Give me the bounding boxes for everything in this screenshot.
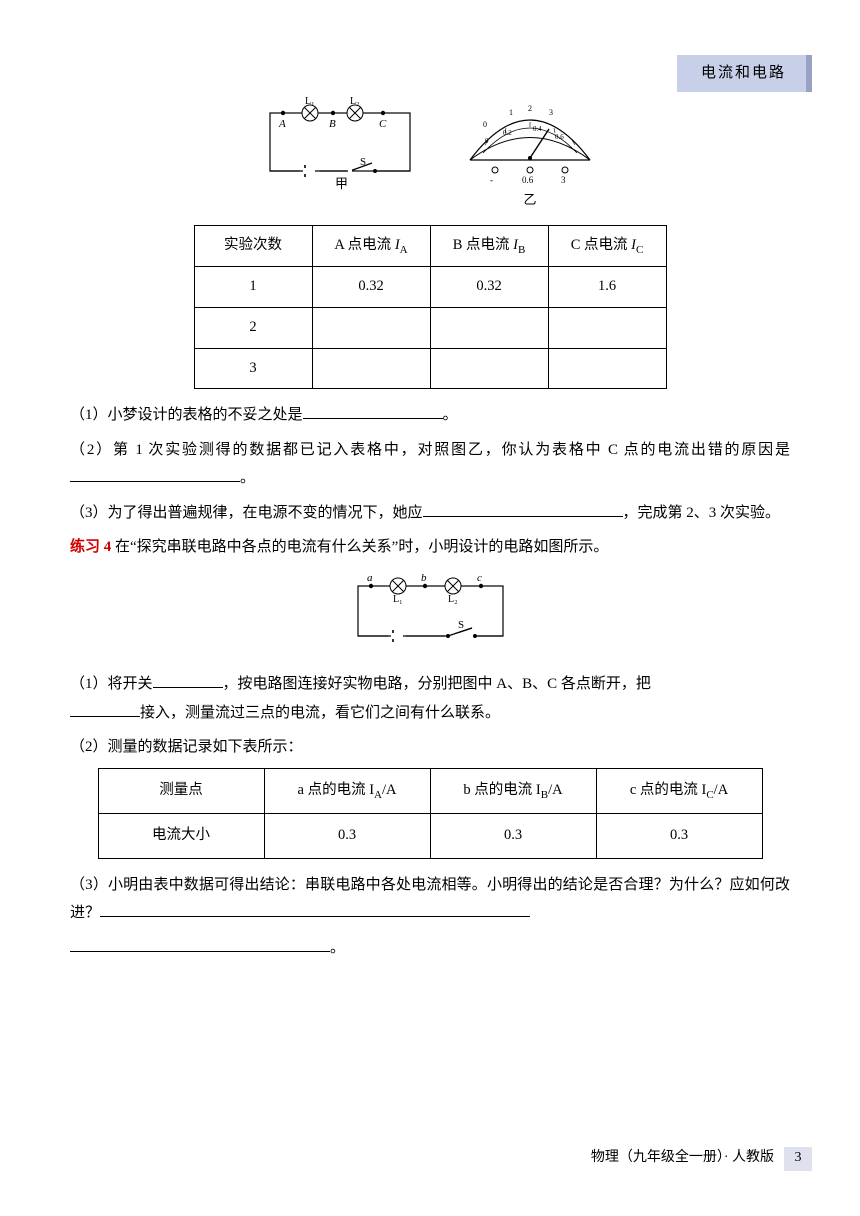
- svg-text:L₂: L₂: [448, 594, 458, 605]
- period: 。: [240, 470, 255, 486]
- caption-yi: 乙: [455, 188, 605, 213]
- svg-text:0: 0: [485, 137, 489, 145]
- svg-text:0.6: 0.6: [555, 133, 564, 141]
- q3a-text: （3）为了得出普遍规律，在电源不变的情况下，她应: [70, 505, 423, 521]
- svg-text:0.2: 0.2: [503, 129, 512, 137]
- th: a 点的电流 IA/A: [264, 768, 430, 814]
- blank: [100, 902, 530, 917]
- ex4-q3-cont: 。: [70, 934, 790, 963]
- table-1: 实验次数 A 点电流 IA B 点电流 IB C 点电流 IC 10.320.3…: [194, 225, 667, 389]
- page-number: 3: [784, 1147, 812, 1171]
- table-row: 实验次数 A 点电流 IA B 点电流 IB C 点电流 IC: [194, 225, 666, 267]
- table-row: 10.320.321.6: [194, 267, 666, 308]
- ex4-q2: （2）测量的数据记录如下表所示：: [70, 733, 790, 762]
- blank: [153, 673, 223, 688]
- th: C 点电流 IC: [548, 225, 666, 267]
- svg-text:3: 3: [549, 108, 553, 117]
- svg-text:A: A: [278, 118, 286, 130]
- svg-text:B: B: [329, 118, 336, 130]
- svg-text:3: 3: [561, 175, 566, 185]
- blank: [70, 702, 140, 717]
- ex4-intro-text: 在“探究串联电路中各点的电流有什么关系”时，小明设计的电路如图所示。: [115, 539, 608, 555]
- th: 实验次数: [194, 225, 312, 267]
- exercise-label: 练习 4: [70, 539, 111, 555]
- th: B 点电流 IB: [430, 225, 548, 267]
- exercise-4-intro: 练习 4 在“探究串联电路中各点的电流有什么关系”时，小明设计的电路如图所示。: [70, 533, 790, 562]
- svg-text:0.6: 0.6: [522, 175, 534, 185]
- th: A 点电流 IA: [312, 225, 430, 267]
- q2-text: （2）第 1 次实验测得的数据都已记入表格中，对照图乙，你认为表格中 C 点的电…: [70, 442, 790, 458]
- svg-text:a: a: [367, 572, 373, 584]
- period: 。: [443, 407, 458, 423]
- svg-text:0: 0: [483, 120, 487, 129]
- question-1: （1）小梦设计的表格的不妥之处是 。: [70, 401, 790, 430]
- ex4-q3: （3）小明由表中数据可得出结论：串联电路中各处电流相等。小明得出的结论是否合理？…: [70, 871, 790, 928]
- chapter-header: 电流和电路: [677, 55, 812, 92]
- svg-text:L₂: L₂: [350, 96, 360, 107]
- table-row: 3: [194, 348, 666, 389]
- blank: [70, 467, 240, 482]
- blank: [70, 937, 330, 952]
- q1a: （1）将开关: [70, 676, 153, 692]
- q1c: 接入，测量流过三点的电流，看它们之间有什么联系。: [140, 705, 500, 721]
- circuit-diagram-2: a L₁ b L₂ c S: [70, 572, 790, 661]
- figure-row-1: A L₁ B L₂ C S 甲: [70, 95, 790, 213]
- period: 。: [330, 940, 345, 956]
- svg-text:c: c: [477, 572, 482, 584]
- question-3: （3）为了得出普遍规律，在电源不变的情况下，她应 ，完成第 2、3 次实验。: [70, 499, 790, 528]
- svg-text:S: S: [360, 156, 366, 168]
- svg-text:2: 2: [528, 104, 532, 113]
- svg-text:-: -: [490, 175, 493, 185]
- footer-text: 物理（九年级全一册）· 人教版: [591, 1145, 774, 1172]
- th: b 点的电流 IB/A: [430, 768, 596, 814]
- th: 测量点: [98, 768, 264, 814]
- q1-text: （1）小梦设计的表格的不妥之处是: [70, 407, 303, 423]
- q1b: ，按电路图连接好实物电路，分别把图中 A、B、C 各点断开，把: [223, 676, 651, 692]
- ammeter-diagram: 0 1 2 3 0.2 0.4 0.6 0 - 0.6 3 乙 乙: [455, 95, 605, 213]
- blank: [303, 404, 443, 419]
- q3b-text: ，完成第 2、3 次实验。: [623, 505, 781, 521]
- question-2: （2）第 1 次实验测得的数据都已记入表格中，对照图乙，你认为表格中 C 点的电…: [70, 436, 790, 493]
- page-content: A L₁ B L₂ C S 甲: [70, 95, 790, 962]
- table-row: 测量点 a 点的电流 IA/A b 点的电流 IB/A c 点的电流 IC/A: [98, 768, 762, 814]
- svg-text:1: 1: [509, 108, 513, 117]
- svg-text:甲: 甲: [335, 176, 348, 190]
- svg-text:S: S: [458, 619, 464, 631]
- page-footer: 物理（九年级全一册）· 人教版 3: [591, 1145, 812, 1172]
- svg-text:b: b: [421, 572, 427, 584]
- circuit-diagram-1: A L₁ B L₂ C S 甲: [255, 95, 425, 213]
- ex4-q1: （1）将开关 ，按电路图连接好实物电路，分别把图中 A、B、C 各点断开，把 接入…: [70, 670, 790, 727]
- chapter-label: 电流和电路: [701, 65, 786, 81]
- svg-text:C: C: [379, 118, 387, 130]
- table-row: 2: [194, 308, 666, 349]
- svg-text:L₁: L₁: [305, 96, 315, 107]
- blank: [423, 502, 623, 517]
- svg-text:0.4: 0.4: [533, 125, 542, 133]
- table-2: 测量点 a 点的电流 IA/A b 点的电流 IB/A c 点的电流 IC/A …: [98, 768, 763, 859]
- svg-text:L₁: L₁: [393, 594, 403, 605]
- table-row: 电流大小 0.3 0.3 0.3: [98, 814, 762, 859]
- th: c 点的电流 IC/A: [596, 768, 762, 814]
